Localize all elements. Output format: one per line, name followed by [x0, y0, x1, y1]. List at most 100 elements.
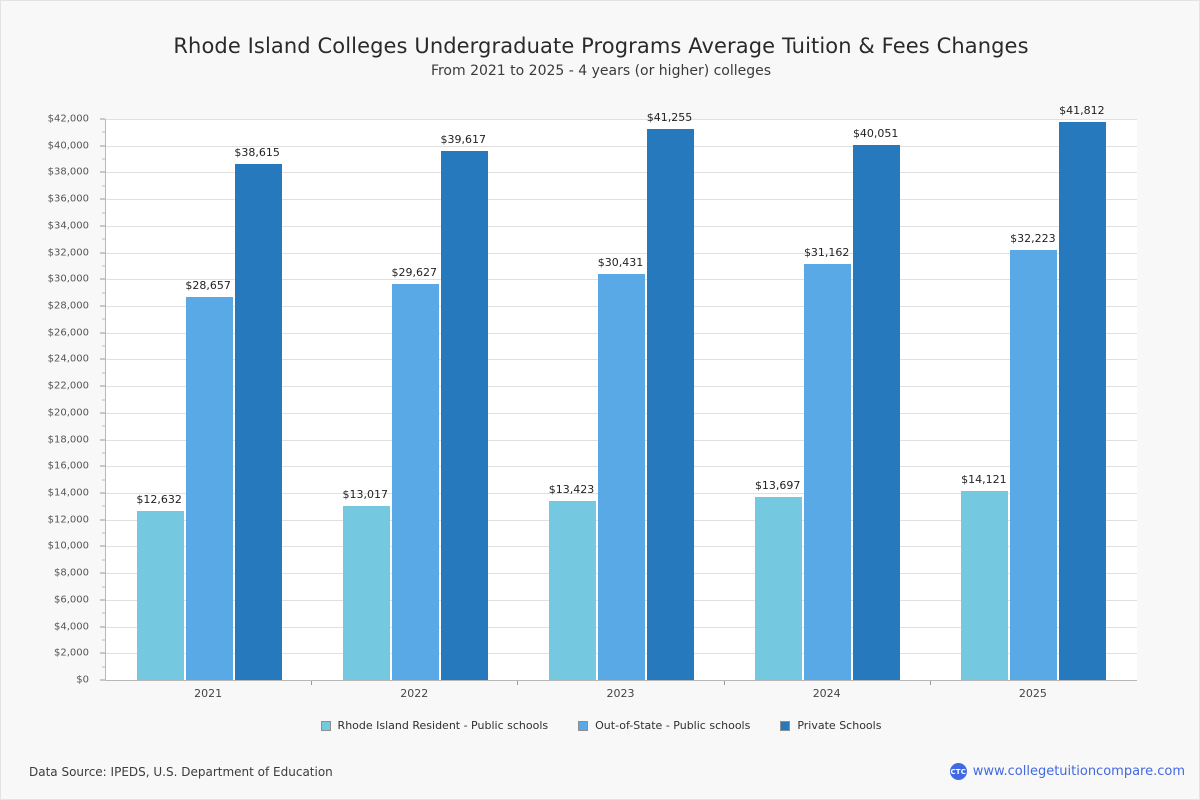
plot-area [105, 119, 1137, 681]
x-axis-tick-mark [723, 681, 725, 685]
x-axis-tick-mark [517, 681, 519, 685]
bar[interactable] [961, 491, 1009, 680]
y-axis-tick-mark [100, 412, 105, 414]
y-axis-tick-mark [100, 305, 105, 307]
y-axis-minor-tick [102, 318, 105, 320]
brand-footer[interactable]: CTC www.collegetuitioncompare.com [949, 763, 1185, 780]
legend-item[interactable]: Rhode Island Resident - Public schools [320, 719, 549, 732]
y-axis-tick-mark [100, 225, 105, 227]
y-axis-minor-tick [102, 559, 105, 561]
page-subtitle: From 2021 to 2025 - 4 years (or higher) … [430, 63, 772, 79]
y-axis-tick-label: $32,000 [47, 247, 89, 259]
bar[interactable] [136, 511, 184, 680]
y-axis-tick-mark [100, 439, 105, 441]
y-axis-tick-mark [100, 145, 105, 147]
bar-value-label: $30,431 [597, 255, 644, 269]
brand-url-link[interactable]: www.collegetuitioncompare.com [972, 764, 1185, 779]
y-axis-tick-label: $42,000 [47, 113, 89, 125]
legend-label: Rhode Island Resident - Public schools [337, 719, 549, 732]
y-axis-tick-label: $18,000 [47, 434, 89, 446]
legend-item[interactable]: Private Schools [780, 719, 881, 732]
y-axis-tick-label: $2,000 [54, 647, 89, 659]
y-axis-tick-label: $10,000 [47, 540, 89, 552]
bar[interactable] [234, 164, 282, 680]
y-axis-tick-mark [100, 599, 105, 601]
x-axis-tick-label: 2022 [400, 687, 429, 700]
y-axis-tick-mark [100, 492, 105, 494]
gridline [106, 199, 1137, 201]
y-axis-tick-label: $28,000 [47, 300, 89, 312]
gridline [106, 119, 1137, 120]
bar[interactable] [1010, 249, 1058, 680]
page-title: Rhode Island Colleges Undergraduate Prog… [173, 34, 1029, 58]
bar-value-label: $41,255 [646, 110, 693, 124]
bar-value-label: $31,162 [803, 245, 850, 259]
y-axis-tick-mark [100, 278, 105, 280]
bar-value-label: $13,423 [548, 482, 595, 496]
y-axis-tick-label: $24,000 [47, 353, 89, 365]
x-axis-tick-mark [929, 681, 931, 685]
y-axis-minor-tick [102, 666, 105, 668]
y-axis-tick-label: $36,000 [47, 193, 89, 205]
legend-item[interactable]: Out-of-State - Public schools [578, 719, 750, 732]
bar-value-label: $28,657 [185, 279, 231, 293]
bar[interactable] [391, 284, 439, 680]
y-axis-minor-tick [102, 292, 105, 294]
y-axis-minor-tick [102, 158, 105, 160]
x-axis-tick-mark [311, 681, 313, 685]
bar[interactable] [185, 297, 233, 680]
y-axis-minor-tick [102, 586, 105, 587]
y-axis-minor-tick [102, 345, 105, 347]
legend-label: Private Schools [797, 719, 882, 732]
y-axis-tick-label: $6,000 [54, 594, 89, 606]
bar-value-label: $13,017 [342, 488, 389, 502]
bar[interactable] [647, 128, 694, 680]
y-axis-tick-mark [100, 572, 105, 574]
y-axis-tick-label: $0 [76, 674, 89, 686]
bar[interactable] [1059, 121, 1107, 680]
bar-value-label: $13,697 [754, 479, 801, 493]
y-axis-minor-tick [102, 532, 105, 534]
gridline [106, 172, 1137, 174]
bar[interactable] [549, 500, 596, 680]
gridline [106, 145, 1137, 147]
bar-value-label: $41,812 [1059, 103, 1105, 117]
y-axis-tick-label: $40,000 [47, 140, 89, 152]
gridline [106, 252, 1137, 254]
bar[interactable] [804, 263, 852, 680]
ctc-logo-icon: CTC [949, 763, 967, 780]
y-axis-minor-tick [102, 399, 105, 400]
y-axis-tick-mark [100, 118, 105, 120]
gridline [106, 225, 1137, 227]
y-axis-tick-mark [100, 358, 105, 360]
y-axis-tick-mark [100, 171, 105, 173]
y-axis-minor-tick [102, 238, 105, 240]
y-axis-minor-tick [102, 265, 105, 267]
bar-value-label: $40,051 [852, 127, 899, 141]
y-axis-tick-label: $26,000 [47, 327, 89, 339]
y-axis-tick-label: $4,000 [54, 621, 89, 633]
y-axis-tick-label: $12,000 [47, 514, 89, 526]
y-axis-tick-mark [100, 465, 105, 467]
y-axis-minor-tick [102, 372, 105, 374]
y-axis-minor-tick [102, 425, 105, 427]
y-axis-tick-mark [100, 626, 105, 628]
y-axis-minor-tick [102, 612, 105, 614]
bar-value-label: $32,223 [1010, 231, 1056, 245]
bar[interactable] [755, 497, 803, 680]
y-axis-minor-tick [102, 452, 105, 454]
bar[interactable] [598, 273, 645, 680]
bar[interactable] [342, 506, 390, 680]
y-axis-tick-mark [100, 332, 105, 334]
y-axis-tick-mark [100, 545, 105, 547]
y-axis: $0 $2,000 $4,000 $6,000 $8,000 $10,000 $12,000… [1, 114, 97, 686]
y-axis-minor-tick [102, 639, 105, 641]
bar[interactable] [853, 145, 901, 680]
y-axis-tick-label: $14,000 [47, 487, 89, 499]
x-axis-tick-label: 2021 [194, 687, 223, 700]
y-axis-tick-label: $8,000 [54, 567, 89, 579]
bar[interactable] [440, 150, 488, 680]
y-axis-minor-tick [102, 212, 105, 213]
y-axis-minor-tick [102, 185, 105, 187]
